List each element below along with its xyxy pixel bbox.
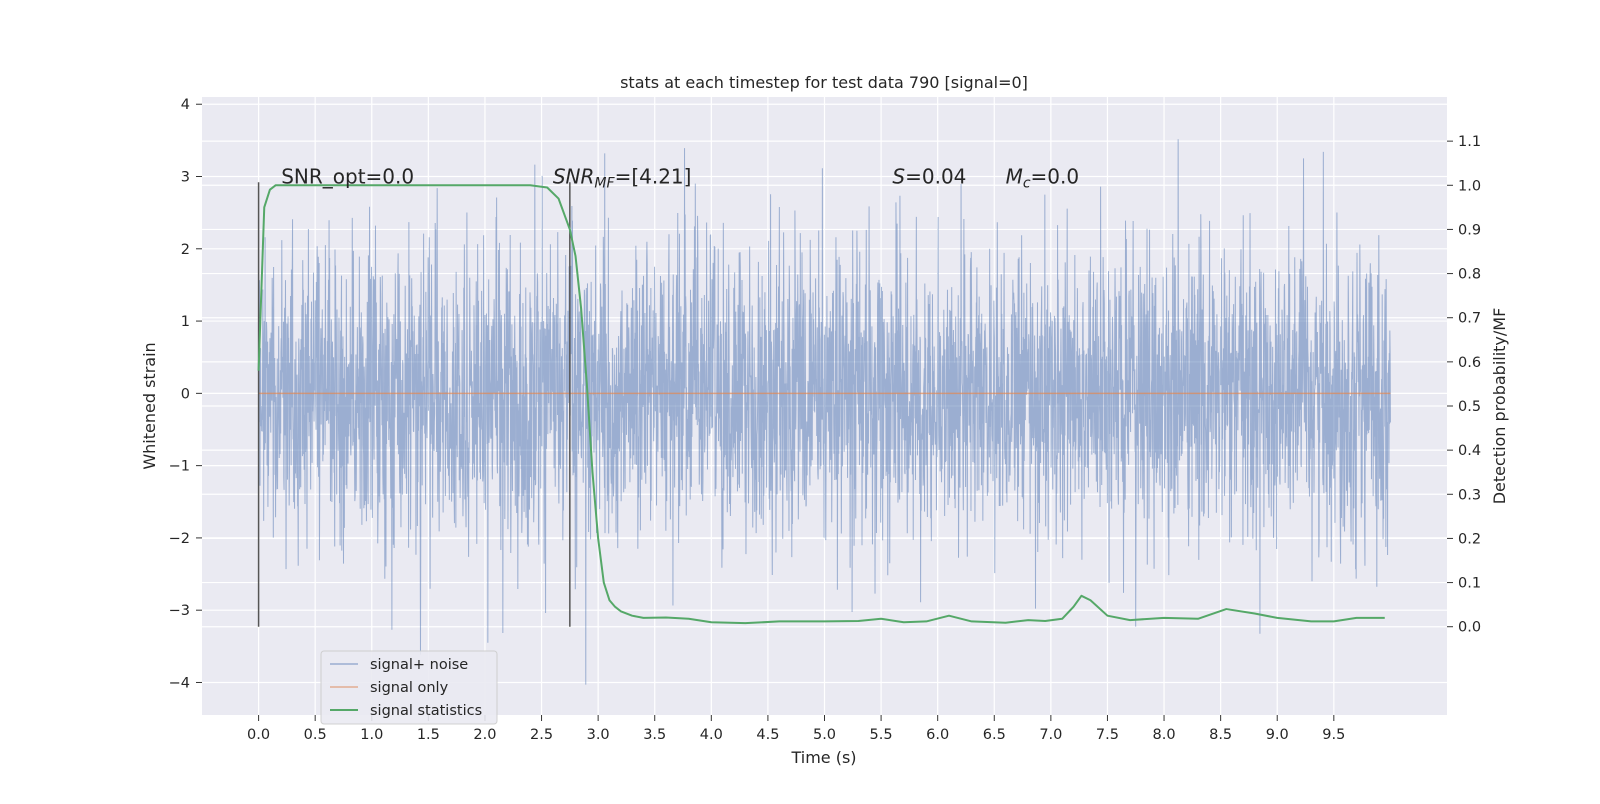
x-tick-label: 7.5 [1096, 727, 1119, 743]
x-axis-label: Time (s) [790, 748, 856, 767]
x-tick-label: 3.5 [643, 727, 666, 743]
y-axis-label: Whitened strain [140, 342, 159, 469]
series-signal-statistics [257, 184, 1385, 625]
signal-statistics-line [257, 184, 1385, 625]
y2-tick-label: 1.0 [1458, 178, 1481, 194]
annotation-2: S=0.04 [892, 165, 966, 189]
annotation-3: Mc=0.0 [1006, 165, 1080, 192]
x-tick-label: 2.5 [530, 727, 553, 743]
legend-label-signal-only: signal only [370, 680, 449, 696]
y2-tick-label: 0.2 [1458, 531, 1481, 547]
y-tick-label: −3 [169, 603, 190, 619]
y2-tick-label: 0.1 [1458, 576, 1481, 592]
y-tick-label: −2 [169, 531, 190, 547]
x-tick-label: 9.5 [1322, 727, 1345, 743]
x-tick-label: 6.5 [983, 727, 1006, 743]
signal-noise-line [258, 139, 1391, 685]
annotation-1: SNRMF=[4.21] [553, 165, 692, 192]
y-tick-label: 0 [181, 386, 190, 402]
x-tick-label: 0.5 [304, 727, 327, 743]
x-tick-label: 4.0 [700, 727, 723, 743]
y2-tick-label: 0.0 [1458, 620, 1481, 636]
x-tick-label: 8.0 [1153, 727, 1176, 743]
x-tick-label: 6.0 [926, 727, 949, 743]
x-tick-label: 5.5 [870, 727, 893, 743]
legend: signal+ noise signal only signal statist… [320, 650, 498, 725]
y-tick-label: 2 [181, 242, 190, 258]
y-tick-label: 3 [181, 170, 190, 186]
legend-box [320, 650, 498, 725]
vertical-markers [257, 182, 571, 627]
annotations: SNR_opt=0.0 SNRMF=[4.21] S=0.04 Mc=0.0 [281, 165, 1079, 192]
y2-tick-label: 0.9 [1458, 222, 1481, 238]
y-tick-label: 4 [181, 97, 190, 113]
y-tick-label: −1 [169, 459, 190, 475]
y2-tick-label: 0.4 [1458, 443, 1481, 459]
chart-title: stats at each timestep for test data 790… [620, 73, 1028, 92]
legend-label-signal-noise: signal+ noise [370, 657, 468, 673]
y2-axis-label: Detection probability/MF [1490, 308, 1509, 505]
legend-label-signal-statistics: signal statistics [370, 703, 482, 719]
x-tick-label: 8.5 [1209, 727, 1232, 743]
series-signal-noise [258, 139, 1391, 685]
y2-tick-label: 0.7 [1458, 311, 1481, 327]
annotation-0: SNR_opt=0.0 [281, 165, 414, 189]
x-tick-label: 1.0 [360, 727, 383, 743]
x-tick-label: 0.0 [247, 727, 270, 743]
y2-tick-label: 0.8 [1458, 267, 1481, 283]
y2-tick-label: 1.1 [1458, 134, 1481, 150]
y-tick-label: 1 [181, 314, 190, 330]
x-tick-label: 9.0 [1266, 727, 1289, 743]
y-tick-label: −4 [169, 675, 190, 691]
x-tick-label: 2.0 [473, 727, 496, 743]
x-tick-label: 1.5 [417, 727, 440, 743]
axes: 0.0 0.5 1.0 1.5 2.0 2.5 3.0 3.5 4.0 4.5 5.0 5.5 6.0 6… [169, 97, 1481, 743]
x-tick-label: 4.5 [756, 727, 779, 743]
y2-tick-label: 0.5 [1458, 399, 1481, 415]
x-tick-label: 3.0 [587, 727, 610, 743]
y2-tick-label: 0.3 [1458, 487, 1481, 503]
x-tick-label: 5.0 [813, 727, 836, 743]
y2-tick-label: 0.6 [1458, 355, 1481, 371]
x-tick-label: 7.0 [1039, 727, 1062, 743]
